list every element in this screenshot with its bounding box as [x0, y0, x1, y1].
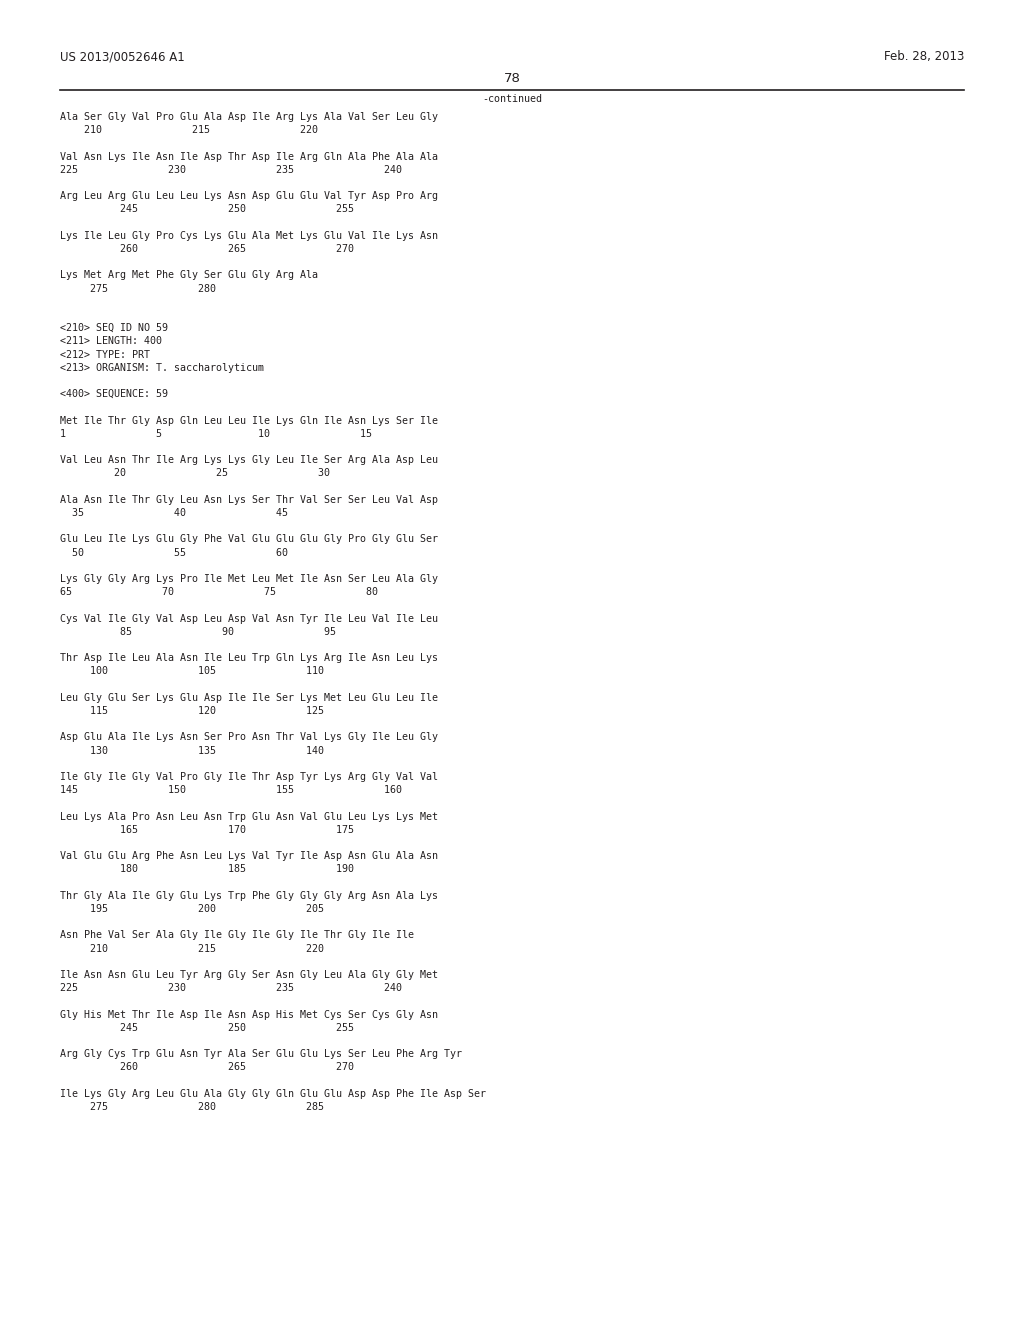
Text: <211> LENGTH: 400: <211> LENGTH: 400 — [60, 337, 162, 346]
Text: <400> SEQUENCE: 59: <400> SEQUENCE: 59 — [60, 389, 168, 399]
Text: Arg Leu Arg Glu Leu Leu Lys Asn Asp Glu Glu Val Tyr Asp Pro Arg: Arg Leu Arg Glu Leu Leu Lys Asn Asp Glu … — [60, 191, 438, 201]
Text: Glu Leu Ile Lys Glu Gly Phe Val Glu Glu Glu Gly Pro Gly Glu Ser: Glu Leu Ile Lys Glu Gly Phe Val Glu Glu … — [60, 535, 438, 544]
Text: Val Leu Asn Thr Ile Arg Lys Lys Gly Leu Ile Ser Arg Ala Asp Leu: Val Leu Asn Thr Ile Arg Lys Lys Gly Leu … — [60, 455, 438, 465]
Text: Met Ile Thr Gly Asp Gln Leu Leu Ile Lys Gln Ile Asn Lys Ser Ile: Met Ile Thr Gly Asp Gln Leu Leu Ile Lys … — [60, 416, 438, 425]
Text: Lys Gly Gly Arg Lys Pro Ile Met Leu Met Ile Asn Ser Leu Ala Gly: Lys Gly Gly Arg Lys Pro Ile Met Leu Met … — [60, 574, 438, 583]
Text: Lys Ile Leu Gly Pro Cys Lys Glu Ala Met Lys Glu Val Ile Lys Asn: Lys Ile Leu Gly Pro Cys Lys Glu Ala Met … — [60, 231, 438, 240]
Text: 1               5                10               15: 1 5 10 15 — [60, 429, 372, 438]
Text: 78: 78 — [504, 73, 520, 84]
Text: 260               265               270: 260 265 270 — [60, 244, 354, 253]
Text: 180               185               190: 180 185 190 — [60, 865, 354, 874]
Text: Feb. 28, 2013: Feb. 28, 2013 — [884, 50, 964, 63]
Text: <213> ORGANISM: T. saccharolyticum: <213> ORGANISM: T. saccharolyticum — [60, 363, 264, 372]
Text: Ala Asn Ile Thr Gly Leu Asn Lys Ser Thr Val Ser Ser Leu Val Asp: Ala Asn Ile Thr Gly Leu Asn Lys Ser Thr … — [60, 495, 438, 504]
Text: US 2013/0052646 A1: US 2013/0052646 A1 — [60, 50, 184, 63]
Text: Ala Ser Gly Val Pro Glu Ala Asp Ile Arg Lys Ala Val Ser Leu Gly: Ala Ser Gly Val Pro Glu Ala Asp Ile Arg … — [60, 112, 438, 121]
Text: 35               40               45: 35 40 45 — [60, 508, 288, 517]
Text: 225               230               235               240: 225 230 235 240 — [60, 983, 402, 993]
Text: Thr Asp Ile Leu Ala Asn Ile Leu Trp Gln Lys Arg Ile Asn Leu Lys: Thr Asp Ile Leu Ala Asn Ile Leu Trp Gln … — [60, 653, 438, 663]
Text: <212> TYPE: PRT: <212> TYPE: PRT — [60, 350, 150, 359]
Text: 50               55               60: 50 55 60 — [60, 548, 288, 557]
Text: 260               265               270: 260 265 270 — [60, 1063, 354, 1072]
Text: 225               230               235               240: 225 230 235 240 — [60, 165, 402, 174]
Text: 165               170               175: 165 170 175 — [60, 825, 354, 834]
Text: Leu Lys Ala Pro Asn Leu Asn Trp Glu Asn Val Glu Leu Lys Lys Met: Leu Lys Ala Pro Asn Leu Asn Trp Glu Asn … — [60, 812, 438, 821]
Text: 65               70               75               80: 65 70 75 80 — [60, 587, 378, 597]
Text: Ile Asn Asn Glu Leu Tyr Arg Gly Ser Asn Gly Leu Ala Gly Gly Met: Ile Asn Asn Glu Leu Tyr Arg Gly Ser Asn … — [60, 970, 438, 979]
Text: Val Asn Lys Ile Asn Ile Asp Thr Asp Ile Arg Gln Ala Phe Ala Ala: Val Asn Lys Ile Asn Ile Asp Thr Asp Ile … — [60, 152, 438, 161]
Text: Thr Gly Ala Ile Gly Glu Lys Trp Phe Gly Gly Gly Arg Asn Ala Lys: Thr Gly Ala Ile Gly Glu Lys Trp Phe Gly … — [60, 891, 438, 900]
Text: 245               250               255: 245 250 255 — [60, 205, 354, 214]
Text: Lys Met Arg Met Phe Gly Ser Glu Gly Arg Ala: Lys Met Arg Met Phe Gly Ser Glu Gly Arg … — [60, 271, 318, 280]
Text: Ile Lys Gly Arg Leu Glu Ala Gly Gly Gln Glu Glu Asp Asp Phe Ile Asp Ser: Ile Lys Gly Arg Leu Glu Ala Gly Gly Gln … — [60, 1089, 486, 1098]
Text: 85               90               95: 85 90 95 — [60, 627, 336, 636]
Text: 130               135               140: 130 135 140 — [60, 746, 324, 755]
Text: 245               250               255: 245 250 255 — [60, 1023, 354, 1032]
Text: 145               150               155               160: 145 150 155 160 — [60, 785, 402, 795]
Text: Val Glu Glu Arg Phe Asn Leu Lys Val Tyr Ile Asp Asn Glu Ala Asn: Val Glu Glu Arg Phe Asn Leu Lys Val Tyr … — [60, 851, 438, 861]
Text: Leu Gly Glu Ser Lys Glu Asp Ile Ile Ser Lys Met Leu Glu Leu Ile: Leu Gly Glu Ser Lys Glu Asp Ile Ile Ser … — [60, 693, 438, 702]
Text: Gly His Met Thr Ile Asp Ile Asn Asp His Met Cys Ser Cys Gly Asn: Gly His Met Thr Ile Asp Ile Asn Asp His … — [60, 1010, 438, 1019]
Text: <210> SEQ ID NO 59: <210> SEQ ID NO 59 — [60, 323, 168, 333]
Text: 100               105               110: 100 105 110 — [60, 667, 324, 676]
Text: Ile Gly Ile Gly Val Pro Gly Ile Thr Asp Tyr Lys Arg Gly Val Val: Ile Gly Ile Gly Val Pro Gly Ile Thr Asp … — [60, 772, 438, 781]
Text: Asn Phe Val Ser Ala Gly Ile Gly Ile Gly Ile Thr Gly Ile Ile: Asn Phe Val Ser Ala Gly Ile Gly Ile Gly … — [60, 931, 414, 940]
Text: 275               280: 275 280 — [60, 284, 216, 293]
Text: 210               215               220: 210 215 220 — [60, 125, 318, 135]
Text: 210               215               220: 210 215 220 — [60, 944, 324, 953]
Text: -continued: -continued — [482, 94, 542, 104]
Text: Cys Val Ile Gly Val Asp Leu Asp Val Asn Tyr Ile Leu Val Ile Leu: Cys Val Ile Gly Val Asp Leu Asp Val Asn … — [60, 614, 438, 623]
Text: 195               200               205: 195 200 205 — [60, 904, 324, 913]
Text: Asp Glu Ala Ile Lys Asn Ser Pro Asn Thr Val Lys Gly Ile Leu Gly: Asp Glu Ala Ile Lys Asn Ser Pro Asn Thr … — [60, 733, 438, 742]
Text: 115               120               125: 115 120 125 — [60, 706, 324, 715]
Text: 275               280               285: 275 280 285 — [60, 1102, 324, 1111]
Text: Arg Gly Cys Trp Glu Asn Tyr Ala Ser Glu Glu Lys Ser Leu Phe Arg Tyr: Arg Gly Cys Trp Glu Asn Tyr Ala Ser Glu … — [60, 1049, 462, 1059]
Text: 20               25               30: 20 25 30 — [60, 469, 330, 478]
